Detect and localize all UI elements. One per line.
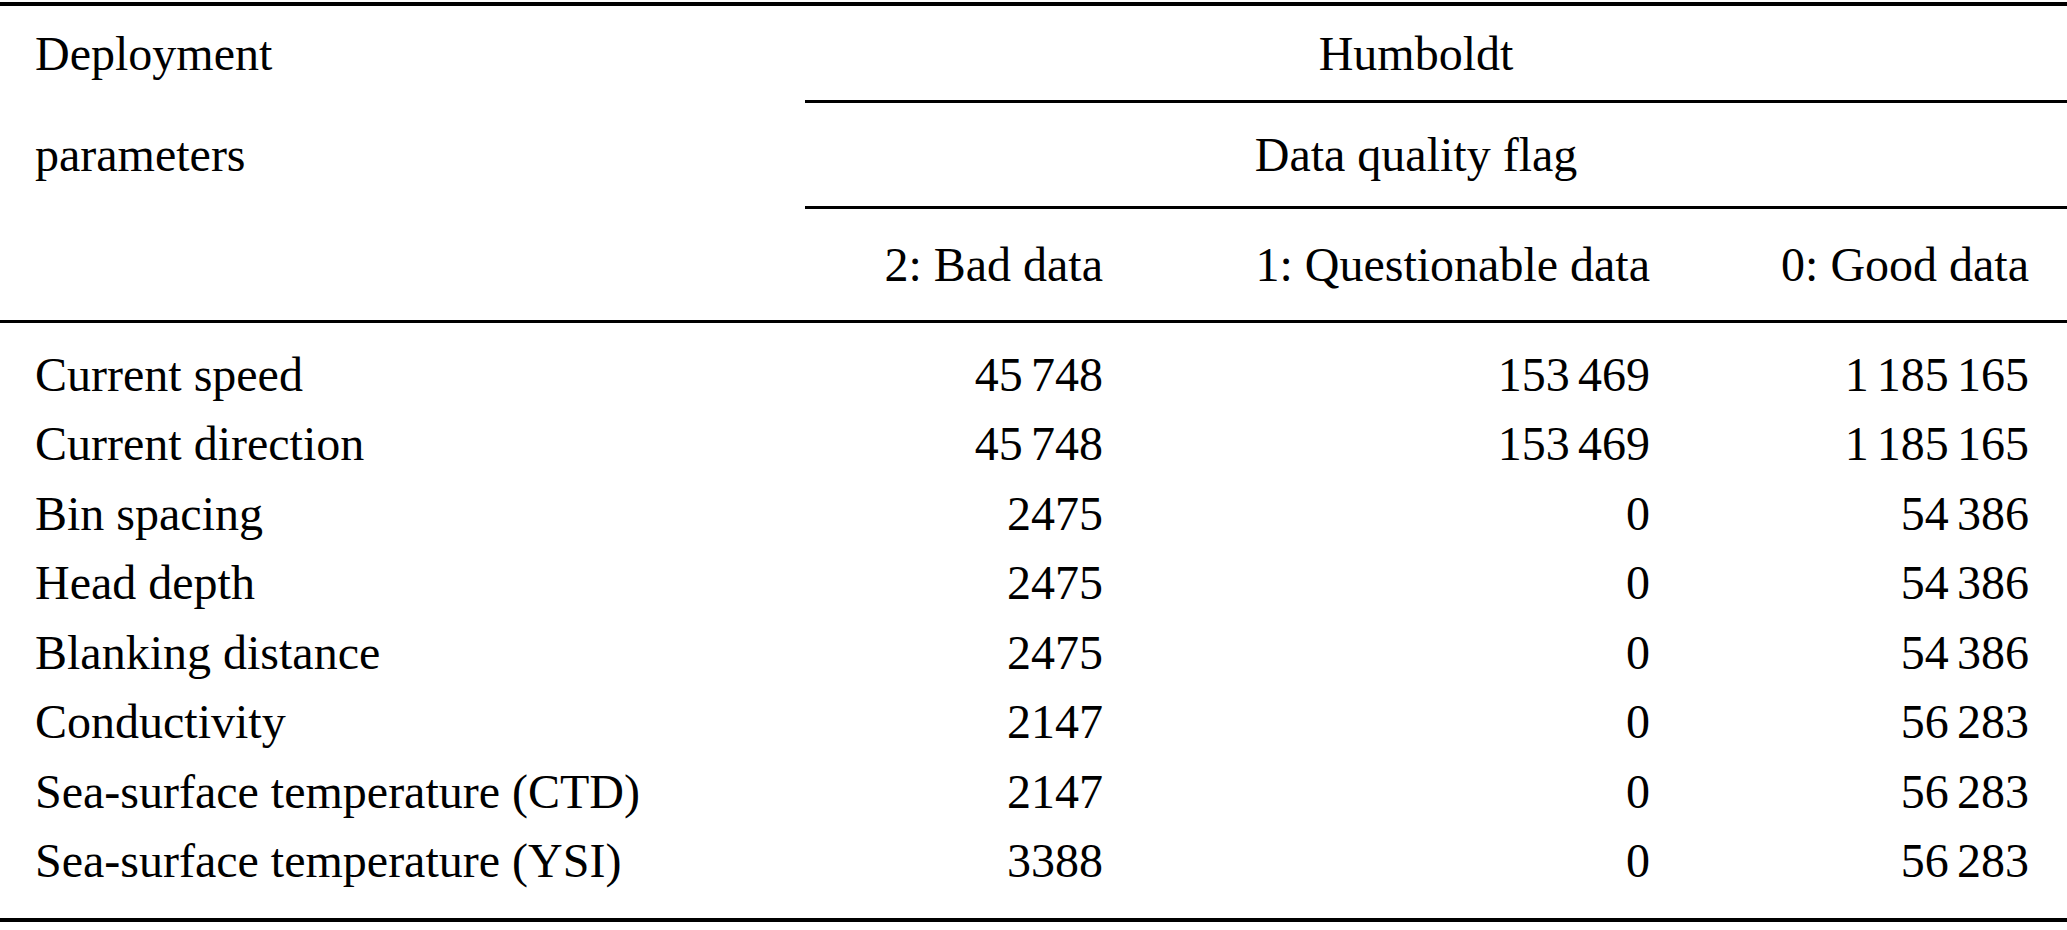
cell-bad: 45 748 (803, 416, 1103, 471)
cell-good: 56 283 (1650, 764, 2029, 819)
cell-questionable: 0 (1103, 555, 1650, 610)
cell-questionable: 0 (1103, 486, 1650, 541)
table-row: Sea-surface temperature (YSI) 3388 0 56 … (0, 826, 2067, 895)
cell-good: 56 283 (1650, 833, 2029, 888)
cell-bad: 2475 (803, 555, 1103, 610)
table-row: Current direction 45 748 153 469 1 185 1… (0, 409, 2067, 478)
cell-good: 56 283 (1650, 694, 2029, 749)
row-label: Blanking distance (0, 625, 803, 680)
cell-good: 54 386 (1650, 486, 2029, 541)
stub-header-line2: parameters (0, 127, 803, 182)
subgroup-header-data-quality-flag: Data quality flag (803, 127, 2029, 182)
table-row: Sea-surface temperature (CTD) 2147 0 56 … (0, 757, 2067, 826)
column-header-bad-data: 2: Bad data (803, 237, 1103, 292)
cell-bad: 2147 (803, 764, 1103, 819)
cell-questionable: 0 (1103, 694, 1650, 749)
table-row: Head depth 2475 0 54 386 (0, 548, 2067, 617)
paper-table-figure: Deployment Humboldt parameters Data qual… (0, 0, 2067, 930)
header-body-divider-rule (0, 320, 2067, 323)
stub-header-line1: Deployment (0, 26, 803, 81)
table-row: Conductivity 2147 0 56 283 (0, 687, 2067, 756)
cell-bad: 45 748 (803, 347, 1103, 402)
cell-questionable: 0 (1103, 764, 1650, 819)
cell-good: 54 386 (1650, 555, 2029, 610)
cell-good: 1 185 165 (1650, 416, 2029, 471)
cell-bad: 2147 (803, 694, 1103, 749)
column-header-good-data: 0: Good data (1650, 237, 2029, 292)
header-row-group: Deployment Humboldt (0, 6, 2067, 100)
table-row: Current speed 45 748 153 469 1 185 165 (0, 340, 2067, 409)
row-label: Current speed (0, 347, 803, 402)
table-row: Blanking distance 2475 0 54 386 (0, 618, 2067, 687)
header-row-columns: 2: Bad data 1: Questionable data 0: Good… (0, 209, 2067, 320)
cell-bad: 2475 (803, 625, 1103, 680)
cell-questionable: 0 (1103, 833, 1650, 888)
row-label: Sea-surface temperature (YSI) (0, 833, 803, 888)
group-header-humboldt: Humboldt (803, 26, 2029, 81)
cell-questionable: 153 469 (1103, 416, 1650, 471)
cell-questionable: 0 (1103, 625, 1650, 680)
header-row-subgroup: parameters Data quality flag (0, 103, 2067, 206)
row-label: Current direction (0, 416, 803, 471)
row-label: Conductivity (0, 694, 803, 749)
table-bottom-rule (0, 918, 2067, 922)
cell-bad: 3388 (803, 833, 1103, 888)
cell-bad: 2475 (803, 486, 1103, 541)
cell-good: 1 185 165 (1650, 347, 2029, 402)
table-row: Bin spacing 2475 0 54 386 (0, 479, 2067, 548)
column-header-questionable-data: 1: Questionable data (1103, 237, 1650, 292)
row-label: Bin spacing (0, 486, 803, 541)
cell-good: 54 386 (1650, 625, 2029, 680)
cell-questionable: 153 469 (1103, 347, 1650, 402)
row-label: Sea-surface temperature (CTD) (0, 764, 803, 819)
row-label: Head depth (0, 555, 803, 610)
